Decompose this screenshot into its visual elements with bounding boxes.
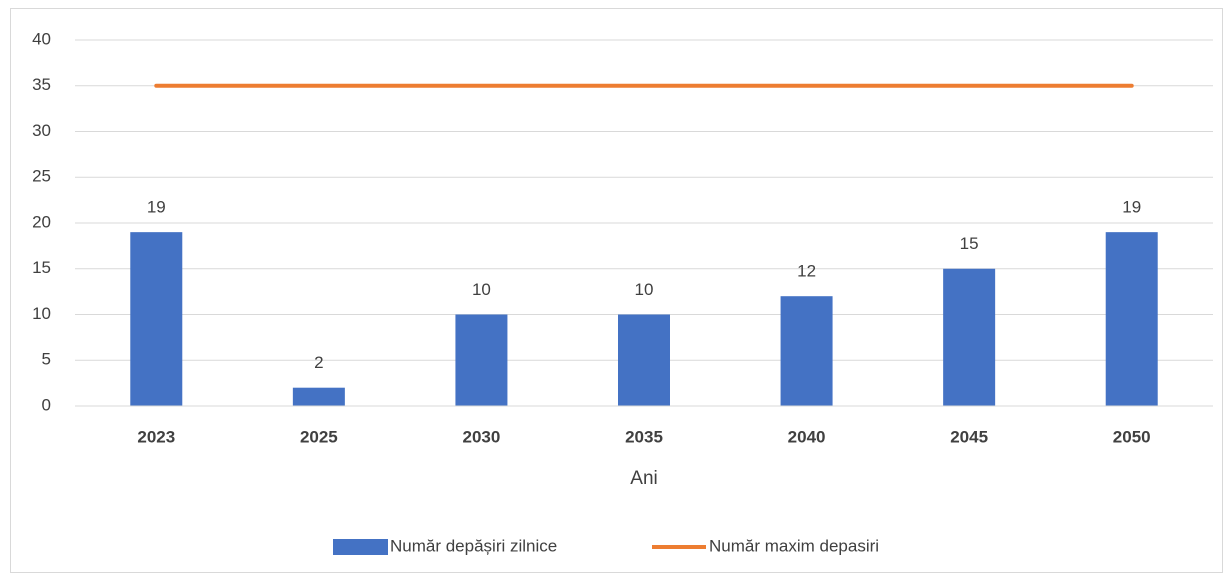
x-tick-label: 2040 <box>788 427 826 446</box>
bar <box>618 314 670 406</box>
y-tick-label: 5 <box>42 350 51 369</box>
data-label: 12 <box>797 262 816 281</box>
y-tick-label: 15 <box>32 258 51 277</box>
data-label: 19 <box>147 198 166 217</box>
x-axis-title: Ani <box>630 468 657 489</box>
chart-border <box>10 8 1223 573</box>
bar <box>943 268 996 406</box>
legend-swatch <box>333 539 388 555</box>
y-tick-label: 40 <box>32 29 51 48</box>
data-label: 10 <box>635 280 654 299</box>
y-tick-label: 30 <box>32 121 51 140</box>
bar <box>130 232 183 406</box>
legend-label: Număr maxim depasiri <box>709 536 879 555</box>
bar <box>292 387 345 406</box>
legend-label: Număr depășiri zilnice <box>390 536 557 555</box>
y-tick-label: 35 <box>32 75 51 94</box>
y-tick-label: 0 <box>42 395 51 414</box>
x-tick-label: 2050 <box>1113 427 1151 446</box>
y-tick-label: 25 <box>32 167 51 186</box>
bar <box>780 296 833 406</box>
x-tick-label: 2023 <box>137 427 175 446</box>
data-label: 19 <box>1122 198 1141 217</box>
x-tick-label: 2025 <box>300 427 338 446</box>
data-label: 2 <box>314 353 323 372</box>
data-label: 10 <box>472 280 491 299</box>
x-tick-label: 2045 <box>950 427 988 446</box>
data-label: 15 <box>960 234 979 253</box>
bar <box>1105 232 1158 406</box>
x-tick-label: 2030 <box>463 427 501 446</box>
y-tick-label: 20 <box>32 212 51 231</box>
x-tick-label: 2035 <box>625 427 663 446</box>
bar <box>455 314 508 406</box>
y-tick-label: 10 <box>32 304 51 323</box>
